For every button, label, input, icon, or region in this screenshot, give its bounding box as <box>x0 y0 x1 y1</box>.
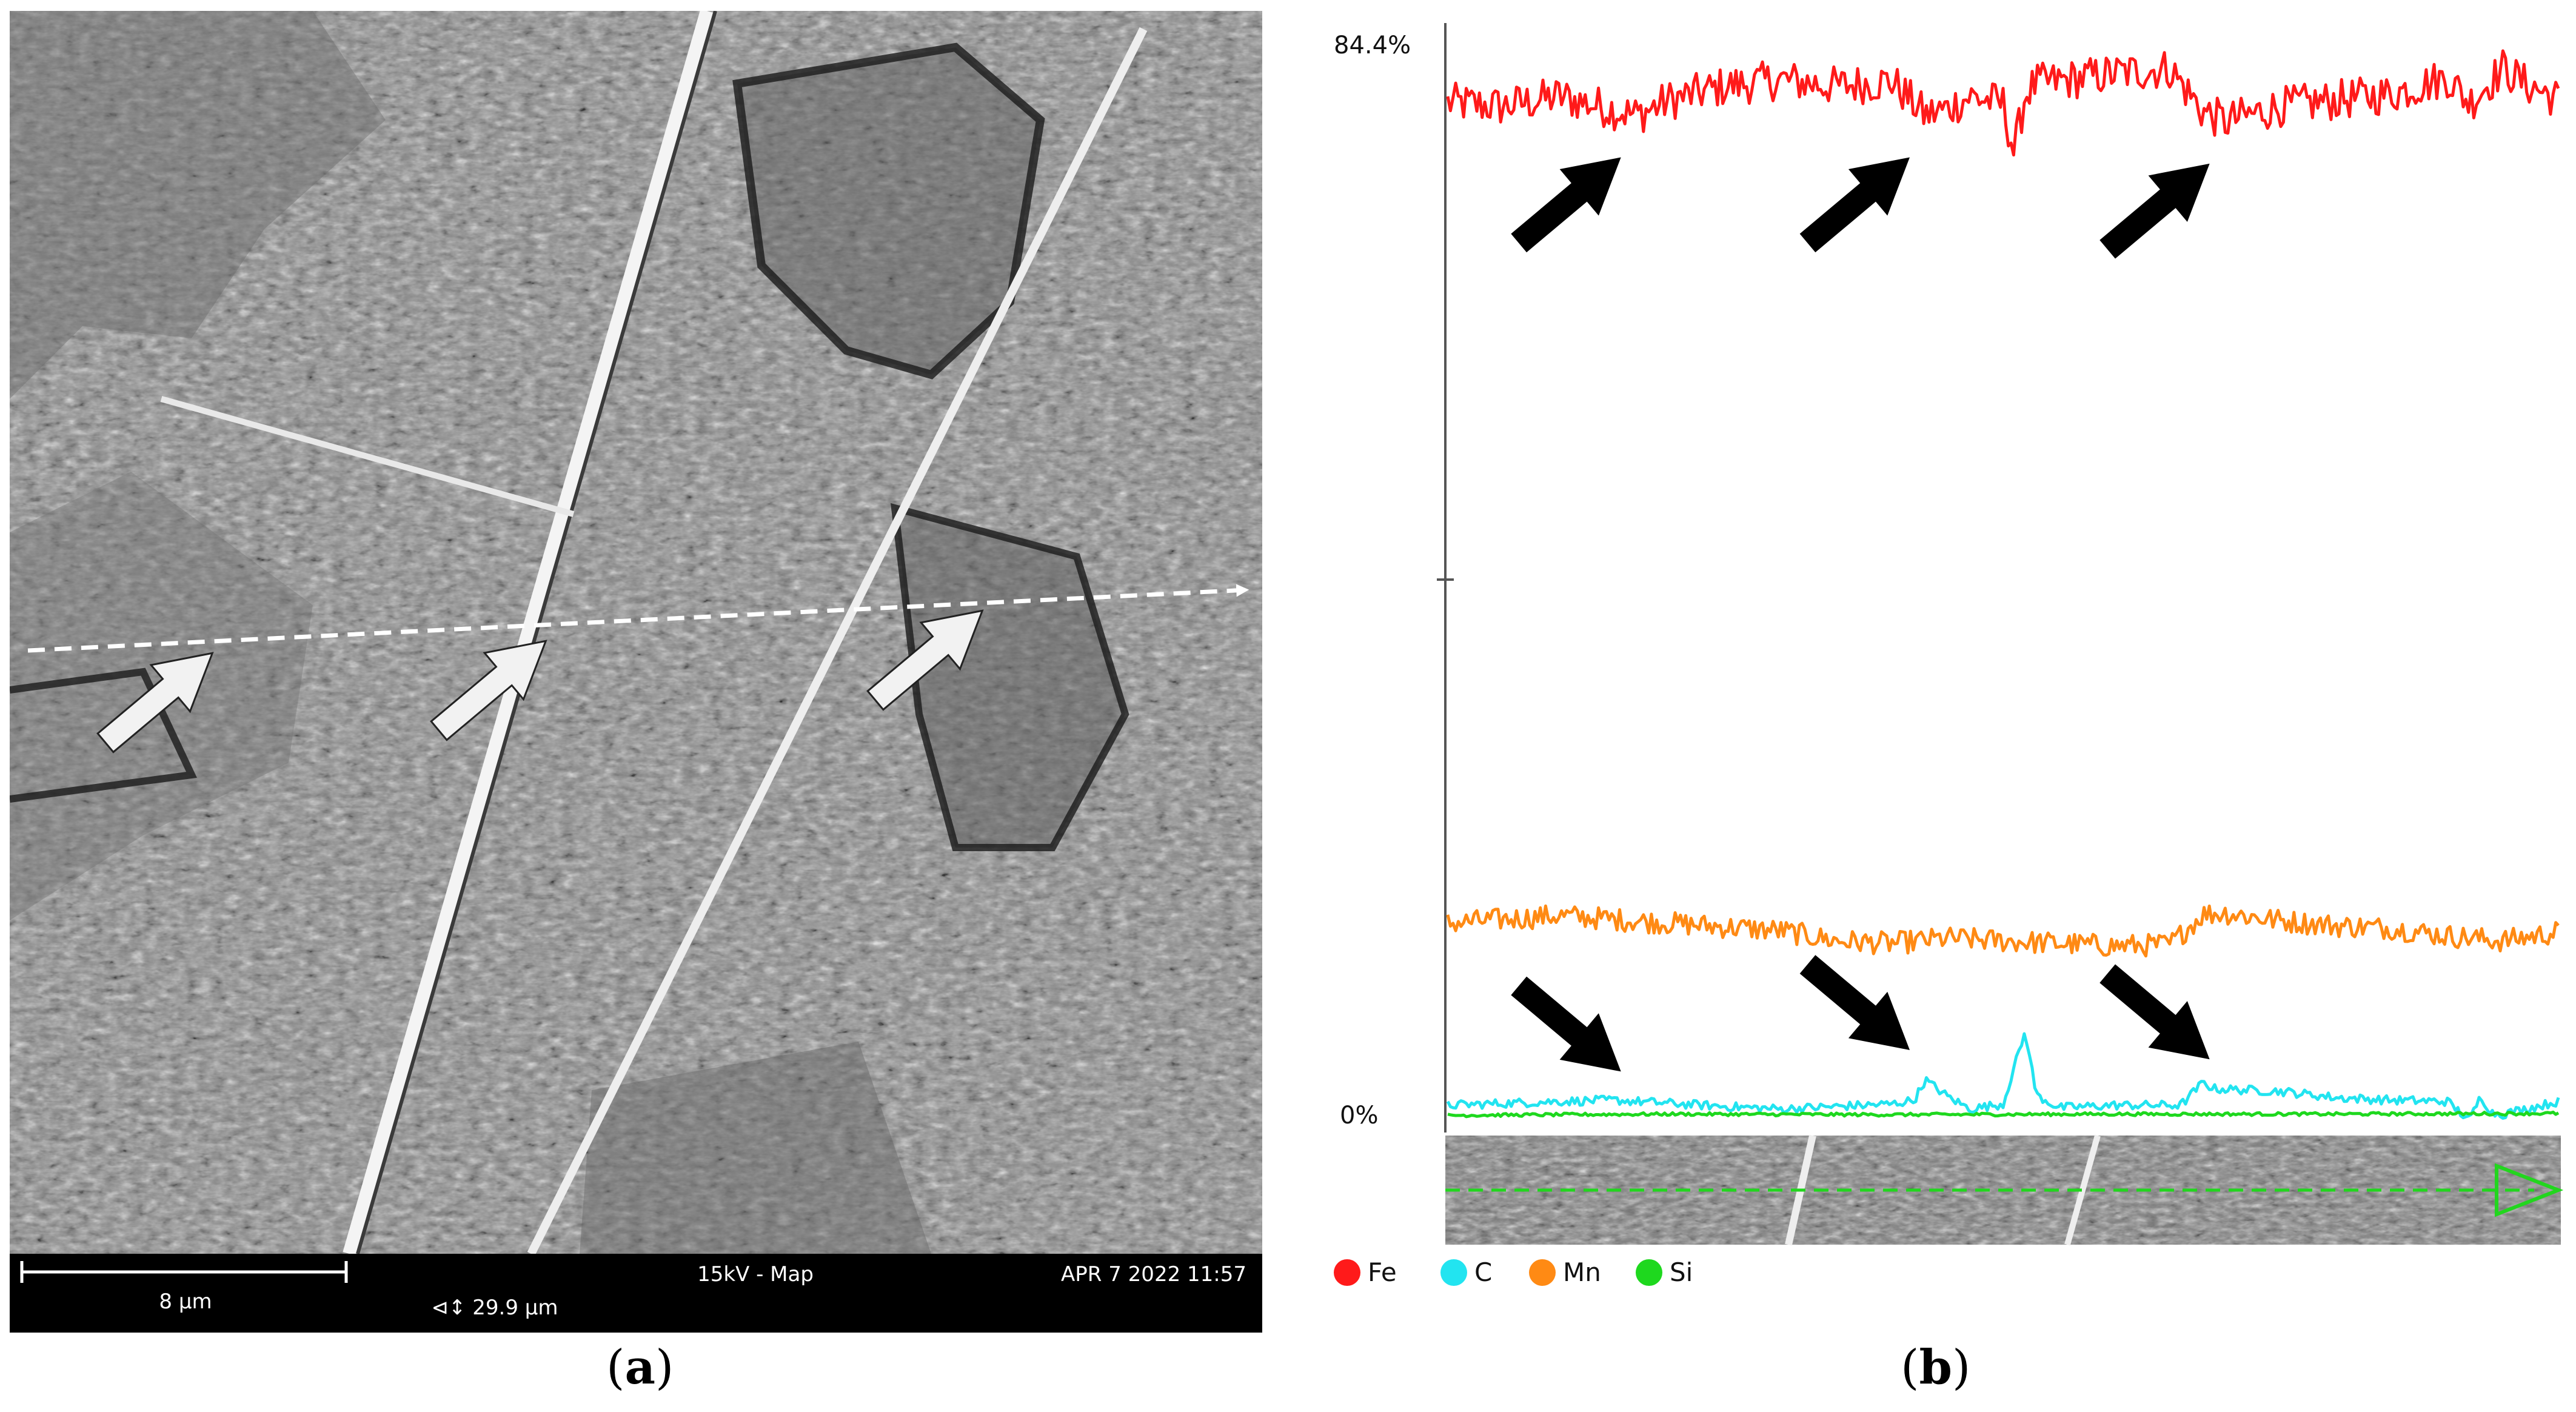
legend-swatch <box>1334 1259 1360 1286</box>
legend-label: Si <box>1670 1257 1693 1287</box>
legend-swatch <box>1440 1259 1467 1286</box>
scale-bar <box>20 1261 348 1283</box>
datetime-label: APR 7 2022 11:57 <box>1061 1262 1246 1287</box>
scan-strip <box>1445 1134 2564 1246</box>
y-axis: 84.4% 0% <box>1334 23 1454 1133</box>
legend-item-si: Si <box>1636 1257 1693 1287</box>
plot-area <box>1446 49 2560 1120</box>
chart-arrow-3 <box>2099 163 2210 259</box>
legend-label: C <box>1474 1257 1492 1287</box>
chart-arrow-1 <box>1511 157 1621 253</box>
series-line-si <box>1447 1110 2560 1119</box>
caption-a: (a) <box>606 1340 674 1395</box>
field-width-label: ⊲↕ 29.9 µm <box>431 1296 558 1320</box>
sem-arrow-2 <box>430 640 547 741</box>
legend-swatch <box>1636 1259 1662 1286</box>
legend: Fe C Mn Si <box>1334 1257 1693 1287</box>
legend-item-mn: Mn <box>1529 1257 1601 1287</box>
chart-arrows <box>1511 157 2210 1072</box>
legend-swatch <box>1529 1259 1556 1286</box>
y-min-label: 0% <box>1340 1102 1378 1129</box>
y-max-label: 84.4% <box>1334 32 1411 59</box>
sem-image-panel: 8 µm ⊲↕ 29.9 µm 15kV - Map APR 7 2022 11… <box>10 11 1262 1333</box>
legend-label: Mn <box>1563 1257 1601 1287</box>
sem-arrow-1 <box>96 652 214 754</box>
series-line-mn <box>1446 904 2560 958</box>
sem-arrow-3 <box>866 609 984 711</box>
legend-item-c: C <box>1440 1257 1492 1287</box>
chart-arrow-5 <box>1799 955 1910 1050</box>
chart-arrow-4 <box>1511 976 1621 1072</box>
series-line-fe <box>1446 49 2560 157</box>
sem-info-bar: 8 µm ⊲↕ 29.9 µm 15kV - Map APR 7 2022 11… <box>10 1254 1262 1333</box>
sem-micrograph <box>10 11 1262 1256</box>
line-scan-chart: 84.4% 0% Fe C Mn Si <box>1334 23 2564 1287</box>
mode-label: 15kV - Map <box>697 1262 814 1287</box>
legend-label: Fe <box>1368 1257 1397 1287</box>
series-line-c <box>1446 1032 2560 1120</box>
scale-bar-label: 8 µm <box>159 1290 212 1314</box>
caption-b: (b) <box>1901 1340 1971 1395</box>
legend-item-fe: Fe <box>1334 1257 1397 1287</box>
chart-arrow-6 <box>2099 964 2210 1060</box>
sem-arrows <box>96 609 984 754</box>
chart-arrow-2 <box>1799 157 1910 253</box>
